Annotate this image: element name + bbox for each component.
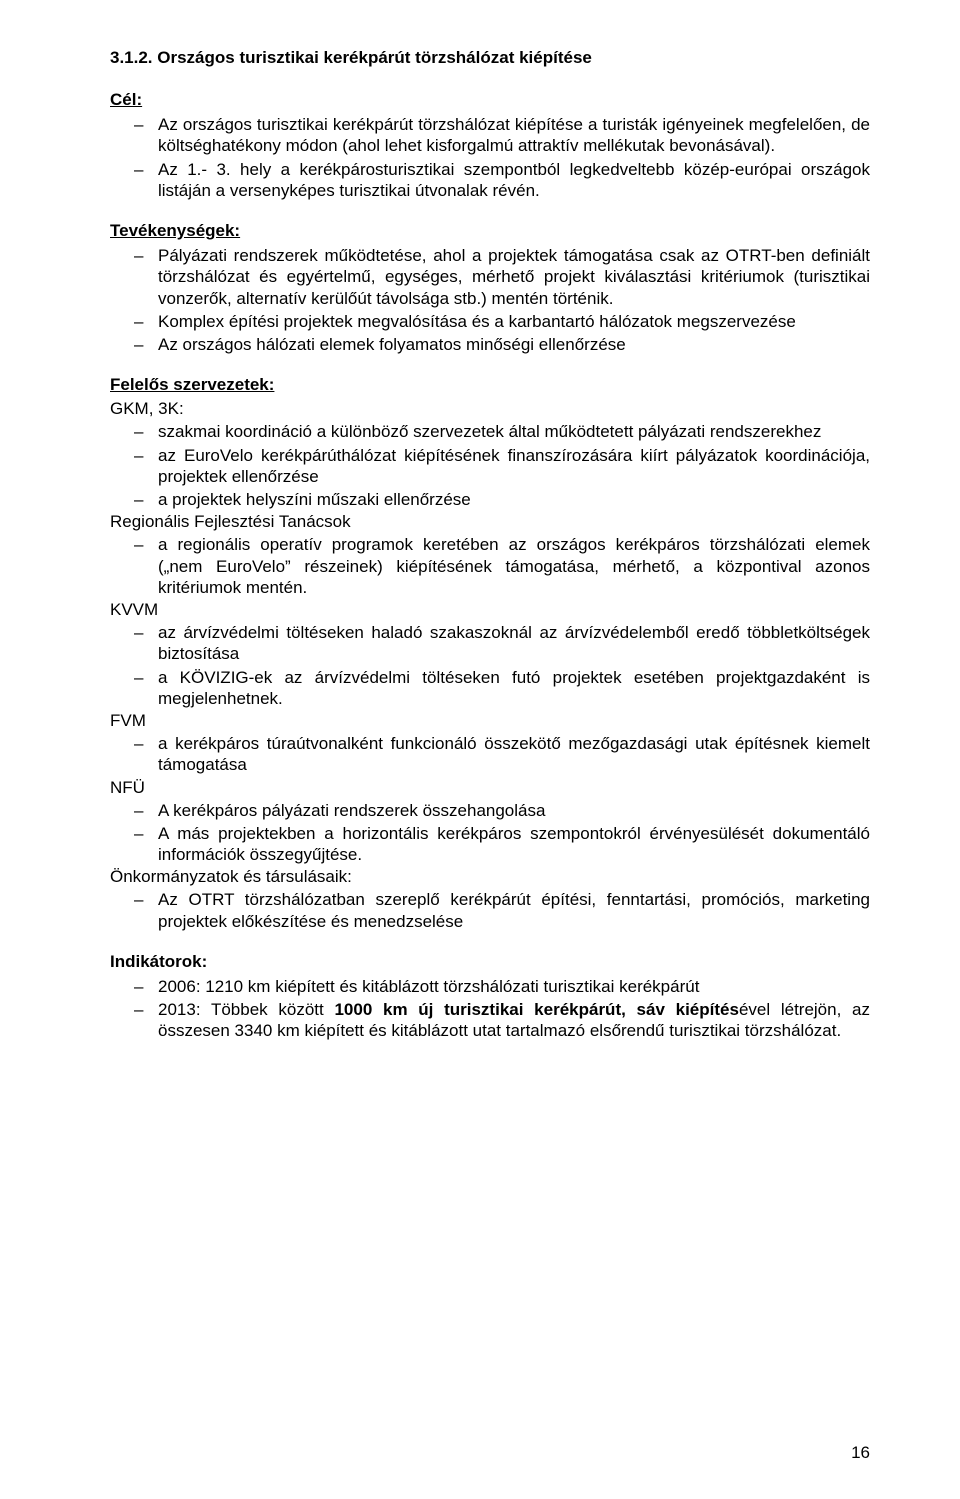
list-item: Komplex építési projektek megvalósítása …: [158, 311, 870, 332]
list-item: A kerékpáros pályázati rendszerek összeh…: [158, 800, 870, 821]
list-item: a regionális operatív programok keretébe…: [158, 534, 870, 598]
list-item: A más projektekben a horizontális kerékp…: [158, 823, 870, 866]
list-item: a KÖVIZIG-ek az árvízvédelmi töltéseken …: [158, 667, 870, 710]
group-head: GKM, 3K:: [110, 399, 870, 419]
list-item: a kerékpáros túraútvonalként funkcionáló…: [158, 733, 870, 776]
list-item: Az 1.- 3. hely a kerékpárosturisztikai s…: [158, 159, 870, 202]
list-item: a projektek helyszíni műszaki ellenőrzés…: [158, 489, 870, 510]
cel-list: Az országos turisztikai kerékpárút törzs…: [110, 114, 870, 201]
tevekenysegek-list: Pályázati rendszerek működtetése, ahol a…: [110, 245, 870, 355]
group-head: FVM: [110, 711, 870, 731]
group-list: A kerékpáros pályázati rendszerek összeh…: [110, 800, 870, 866]
list-item: Pályázati rendszerek működtetése, ahol a…: [158, 245, 870, 309]
label-indikatorok: Indikátorok:: [110, 952, 870, 972]
label-tevekenysegek: Tevékenységek:: [110, 221, 870, 241]
list-item: szakmai koordináció a különböző szerveze…: [158, 421, 870, 442]
list-item: 2013: Többek között 1000 km új turisztik…: [158, 999, 870, 1042]
group-head: KVVM: [110, 600, 870, 620]
group-list: Az OTRT törzshálózatban szereplő kerékpá…: [110, 889, 870, 932]
section-heading: 3.1.2. Országos turisztikai kerékpárút t…: [110, 48, 870, 68]
label-cel: Cél:: [110, 90, 870, 110]
group-list: a regionális operatív programok keretébe…: [110, 534, 870, 598]
indikatorok-list: 2006: 1210 km kiépített és kitáblázott t…: [110, 976, 870, 1042]
group-list: a kerékpáros túraútvonalként funkcionáló…: [110, 733, 870, 776]
list-item: Az országos hálózati elemek folyamatos m…: [158, 334, 870, 355]
list-item: az árvízvédelmi töltéseken haladó szakas…: [158, 622, 870, 665]
page: 3.1.2. Országos turisztikai kerékpárút t…: [0, 0, 960, 1499]
page-number: 16: [851, 1443, 870, 1463]
label-felelos: Felelős szervezetek:: [110, 375, 870, 395]
group-list: szakmai koordináció a különböző szerveze…: [110, 421, 870, 510]
list-item: 2006: 1210 km kiépített és kitáblázott t…: [158, 976, 870, 997]
list-item: Az OTRT törzshálózatban szereplő kerékpá…: [158, 889, 870, 932]
group-head: NFÜ: [110, 778, 870, 798]
group-list: az árvízvédelmi töltéseken haladó szakas…: [110, 622, 870, 709]
list-item: az EuroVelo kerékpárúthálózat kiépítésén…: [158, 445, 870, 488]
group-head: Önkormányzatok és társulásaik:: [110, 867, 870, 887]
group-head: Regionális Fejlesztési Tanácsok: [110, 512, 870, 532]
list-item: Az országos turisztikai kerékpárút törzs…: [158, 114, 870, 157]
